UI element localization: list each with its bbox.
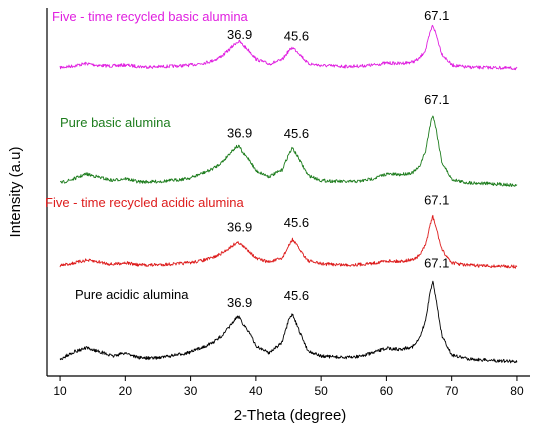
- x-tick-label: 40: [249, 384, 263, 398]
- trace-five-time-recycled-basic-alumina: [59, 24, 518, 71]
- trace-pure-basic-alumina: [59, 115, 518, 187]
- y-axis-title: Intensity (a.u): [7, 147, 24, 238]
- peak-label: 67.1: [424, 192, 449, 207]
- x-tick-label: 60: [380, 384, 394, 398]
- peak-label: 45.6: [284, 29, 309, 44]
- peak-labels: 36.9 45.6 67.1 36.9 45.6 67.1 36.9 45.6 67.1 36.9…: [227, 8, 449, 310]
- trace-five-time-recycled-acidic-alumina: [59, 214, 518, 269]
- peak-label: 36.9: [227, 27, 252, 42]
- x-tick-label: 70: [445, 384, 459, 398]
- series-label-five-time-recycled-acidic-alumina: Five - time recycled acidic alumina: [45, 195, 244, 210]
- x-tick-label: 50: [314, 384, 328, 398]
- x-tick-label: 10: [53, 384, 67, 398]
- trace-pure-acidic-alumina: [59, 280, 518, 364]
- series-label-five-time-recycled-basic-alumina: Five - time recycled basic alumina: [52, 9, 249, 24]
- x-tick-label: 30: [184, 384, 198, 398]
- series-label-pure-basic-alumina: Pure basic alumina: [60, 115, 171, 130]
- peak-label: 45.6: [284, 215, 309, 230]
- x-tick-label: 80: [510, 384, 524, 398]
- x-tick-label: 20: [119, 384, 133, 398]
- series-labels: Five - time recycled basic alumina Pure b…: [45, 9, 249, 302]
- peak-label: 45.6: [284, 288, 309, 303]
- peak-label: 36.9: [227, 125, 252, 140]
- peak-label: 45.6: [284, 126, 309, 141]
- peak-label: 67.1: [424, 8, 449, 23]
- axes: [46, 8, 530, 377]
- peak-label: 67.1: [424, 255, 449, 270]
- peak-label: 36.9: [227, 219, 252, 234]
- series-label-pure-acidic-alumina: Pure acidic alumina: [75, 287, 189, 302]
- peak-label: 36.9: [227, 295, 252, 310]
- peak-label: 67.1: [424, 92, 449, 107]
- x-ticks: 10 20 30 40 50 60 70 80: [53, 376, 524, 398]
- traces: [59, 24, 518, 364]
- x-axis-title: 2-Theta (degree): [234, 407, 347, 424]
